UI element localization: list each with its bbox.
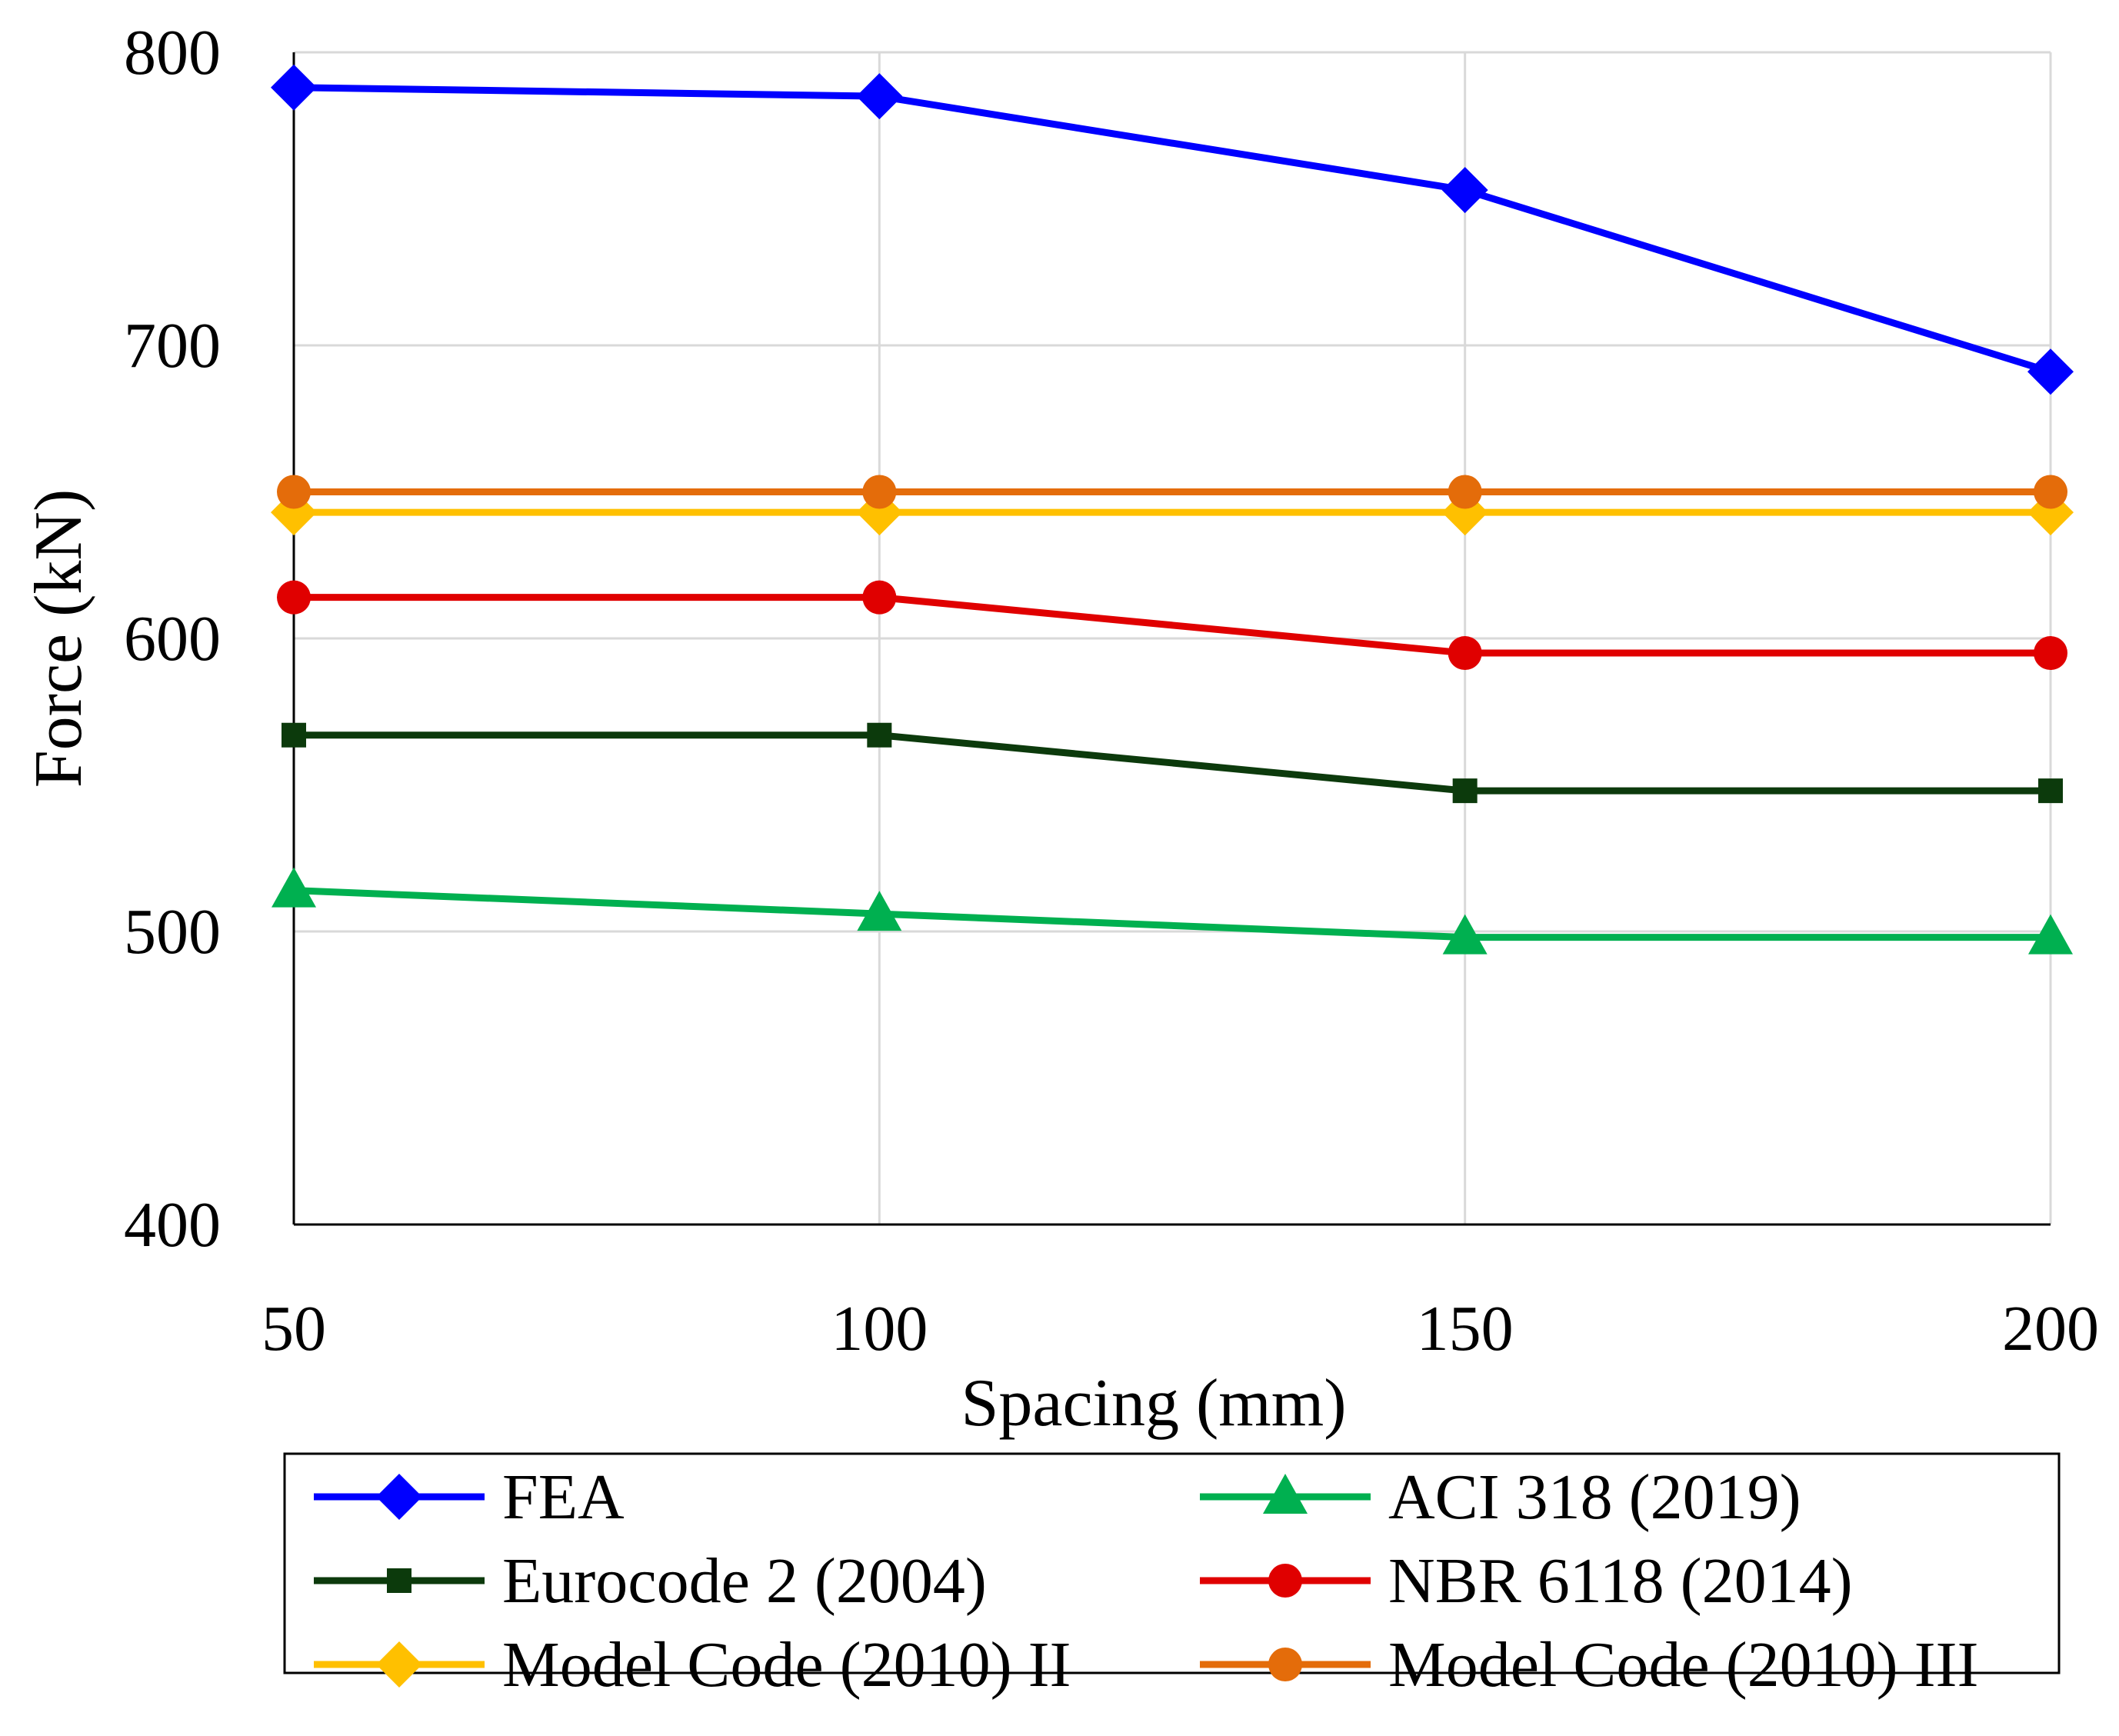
legend-entry: ACI 318 (2019)	[1200, 1461, 1801, 1533]
data-point	[2028, 914, 2073, 955]
data-point	[1448, 475, 1482, 509]
x-tick-label: 150	[1417, 1293, 1514, 1364]
series-line	[294, 594, 2051, 657]
legend-label: ACI 318 (2019)	[1388, 1461, 1801, 1533]
data-point	[277, 475, 311, 509]
data-point	[2034, 636, 2067, 671]
data-point	[282, 722, 306, 748]
y-tick-label: 800	[124, 17, 221, 88]
y-tick-label: 600	[124, 603, 221, 675]
legend-marker	[387, 1568, 411, 1593]
legend: FEA ACI 318 (2019) Eurocode 2 (2004) NBR 61…	[283, 1452, 2061, 1701]
x-axis-title: Spacing (mm)	[961, 1366, 1346, 1441]
series-line	[293, 84, 2052, 375]
data-point	[1441, 167, 1488, 214]
x-tick-label: 100	[831, 1293, 928, 1364]
series-fea	[271, 64, 2074, 395]
data-point	[1452, 778, 1478, 804]
series-nbr-6118-2014	[277, 580, 2067, 671]
series-line	[294, 731, 2051, 795]
series-aci-318-2019	[272, 867, 2073, 955]
data-point	[862, 580, 897, 615]
series-model-code-2010-iii	[277, 475, 2067, 509]
legend-marker	[1268, 1564, 1302, 1598]
legend-entry: Model Code (2010) III	[1200, 1629, 1978, 1701]
legend-marker	[1268, 1648, 1302, 1681]
legend-marker	[376, 1641, 422, 1688]
axes	[292, 52, 2051, 1226]
y-tick-label: 700	[124, 310, 221, 382]
y-tick-label: 400	[124, 1189, 221, 1261]
legend-marker	[376, 1474, 422, 1520]
data-point	[272, 867, 316, 908]
legend-label: Model Code (2010) II	[502, 1629, 1071, 1701]
legend-entry: Eurocode 2 (2004)	[314, 1545, 987, 1617]
legend-marker	[1263, 1474, 1308, 1514]
data-point	[2038, 778, 2063, 804]
data-point	[862, 475, 897, 509]
data-point	[1442, 914, 1488, 955]
y-axis-title: Force (kN)	[22, 489, 96, 788]
x-tick-label: 50	[262, 1293, 326, 1364]
tick-labels: 400 500 600 700 800 50 100 150 200	[124, 17, 2099, 1364]
data-point	[2027, 348, 2074, 395]
legend-entry: Model Code (2010) II	[314, 1629, 1071, 1701]
legend-label: Eurocode 2 (2004)	[502, 1545, 987, 1617]
data-point	[857, 891, 902, 931]
data-point	[867, 722, 892, 748]
legend-label: FEA	[502, 1461, 625, 1533]
data-point	[1448, 636, 1482, 671]
data-series	[271, 64, 2074, 955]
legend-box	[283, 1452, 2061, 1674]
legend-entry: FEA	[314, 1461, 625, 1533]
legend-label: Model Code (2010) III	[1388, 1629, 1978, 1701]
y-tick-label: 500	[124, 896, 221, 968]
data-point	[277, 580, 311, 615]
grid-lines	[292, 51, 2052, 1226]
data-point	[2034, 475, 2067, 509]
legend-entry: NBR 6118 (2014)	[1200, 1545, 1853, 1617]
legend-label: NBR 6118 (2014)	[1388, 1545, 1853, 1617]
series-model-code-2010-ii	[271, 489, 2074, 536]
data-point	[271, 64, 317, 111]
data-point	[856, 73, 903, 120]
x-tick-label: 200	[2002, 1293, 2099, 1364]
series-line	[293, 887, 2051, 941]
series-eurocode-2-2004	[282, 722, 2063, 804]
